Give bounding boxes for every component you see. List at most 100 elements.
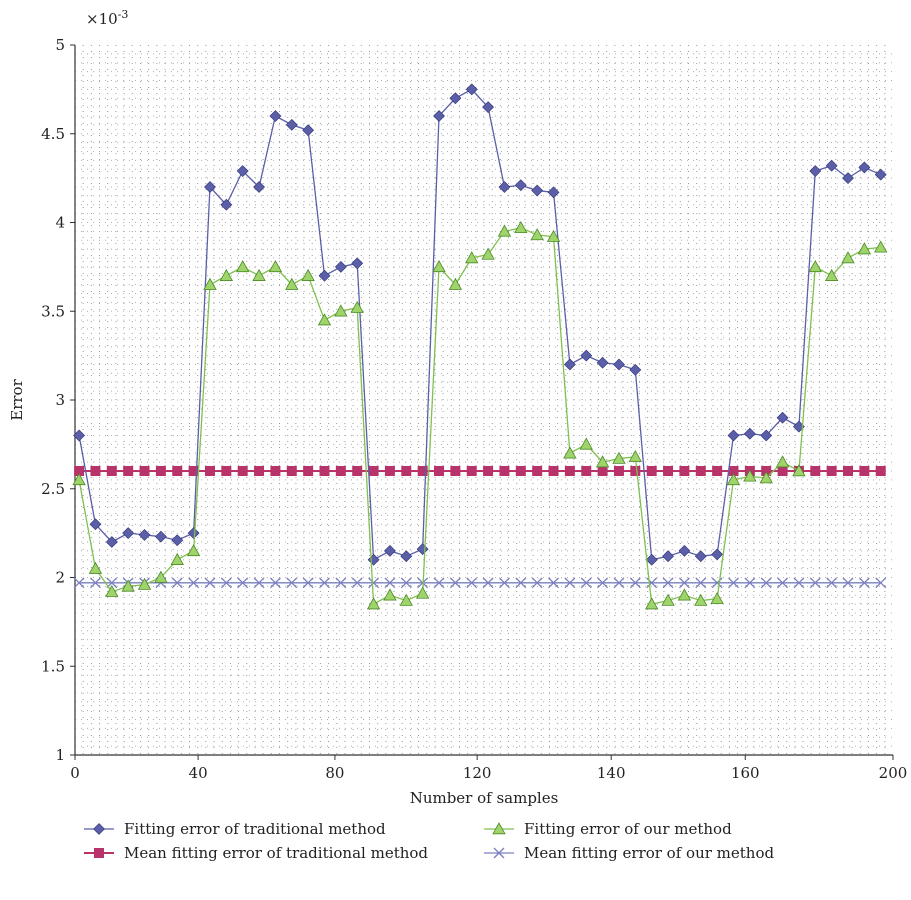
grid bbox=[75, 45, 893, 755]
x-mark-stroke bbox=[253, 577, 265, 589]
data-point bbox=[663, 466, 674, 476]
data-point bbox=[515, 466, 526, 476]
series-1 bbox=[72, 221, 888, 610]
data-point bbox=[433, 577, 445, 589]
data-point bbox=[792, 464, 806, 477]
data-point bbox=[286, 466, 297, 476]
data-point bbox=[645, 597, 659, 610]
data-point bbox=[761, 466, 772, 476]
data-point bbox=[645, 553, 658, 566]
data-point bbox=[548, 577, 559, 589]
data-point bbox=[483, 466, 494, 476]
data-point bbox=[532, 466, 543, 476]
data-point bbox=[678, 577, 690, 589]
data-point bbox=[317, 313, 332, 326]
data-point bbox=[662, 550, 674, 563]
data-point bbox=[154, 530, 167, 543]
data-point bbox=[661, 593, 675, 606]
data-point bbox=[106, 466, 117, 476]
y-axis-title: Error bbox=[8, 378, 26, 420]
x-mark-stroke bbox=[531, 577, 543, 589]
data-point bbox=[302, 577, 314, 589]
legend-swatch-marker bbox=[493, 847, 505, 859]
data-point bbox=[531, 577, 543, 589]
data-point bbox=[530, 228, 544, 241]
data-point bbox=[630, 466, 641, 476]
data-point bbox=[597, 577, 609, 589]
data-point bbox=[384, 466, 395, 476]
data-point bbox=[383, 588, 397, 601]
x-axis-title: Number of samples bbox=[410, 789, 559, 807]
data-point bbox=[808, 260, 822, 273]
data-point bbox=[726, 473, 741, 486]
x-mark-stroke bbox=[744, 577, 756, 589]
x-mark-stroke bbox=[564, 577, 576, 589]
data-point bbox=[334, 304, 348, 317]
data-point bbox=[546, 229, 561, 242]
legend-item: Mean fitting error of our method bbox=[484, 844, 774, 862]
legend-label: Fitting error of traditional method bbox=[124, 820, 386, 838]
data-point bbox=[629, 577, 641, 589]
x-mark-stroke bbox=[269, 577, 281, 589]
x-tick-label: 40 bbox=[189, 764, 208, 782]
y-tick-label: 3.5 bbox=[41, 302, 65, 320]
x-mark-stroke bbox=[89, 577, 101, 589]
data-point bbox=[712, 466, 723, 476]
data-point bbox=[531, 184, 544, 197]
data-point bbox=[776, 411, 789, 424]
data-point bbox=[514, 179, 527, 192]
data-point bbox=[172, 466, 183, 476]
x-tick-label: 140 bbox=[597, 764, 626, 782]
series-line bbox=[78, 88, 881, 561]
data-point bbox=[826, 466, 837, 476]
data-point bbox=[88, 561, 103, 574]
x-tick-label: 120 bbox=[463, 764, 492, 782]
legend-label: Fitting error of our method bbox=[524, 820, 732, 838]
data-point bbox=[547, 186, 560, 199]
data-point bbox=[285, 277, 299, 290]
data-point bbox=[415, 586, 430, 599]
data-point bbox=[581, 466, 592, 476]
data-point bbox=[580, 577, 592, 589]
data-point bbox=[252, 268, 266, 281]
x-mark-stroke bbox=[793, 577, 805, 589]
data-point bbox=[170, 552, 184, 565]
data-point bbox=[138, 528, 151, 541]
data-point bbox=[777, 577, 789, 589]
x-mark-stroke bbox=[482, 577, 494, 589]
data-point bbox=[775, 455, 790, 468]
data-point bbox=[466, 466, 477, 476]
x-mark-stroke bbox=[204, 577, 216, 589]
data-point bbox=[384, 544, 396, 557]
data-point bbox=[465, 251, 479, 264]
data-point bbox=[612, 451, 626, 464]
data-point bbox=[679, 466, 690, 476]
data-point bbox=[613, 466, 624, 476]
data-point bbox=[236, 165, 249, 177]
x-mark-stroke bbox=[302, 577, 314, 589]
x-mark-stroke bbox=[826, 577, 838, 589]
x-mark-stroke bbox=[629, 577, 641, 589]
x-mark-stroke bbox=[188, 577, 200, 589]
data-point bbox=[628, 449, 643, 463]
data-point bbox=[809, 165, 822, 177]
data-point bbox=[728, 577, 739, 589]
data-point bbox=[843, 466, 854, 476]
data-point bbox=[613, 358, 625, 371]
data-point bbox=[662, 577, 674, 589]
data-point bbox=[253, 181, 265, 193]
data-point bbox=[857, 242, 872, 255]
y-tick-label: 1.5 bbox=[41, 657, 65, 675]
data-point bbox=[564, 577, 576, 589]
data-point bbox=[466, 577, 478, 589]
x-mark-stroke bbox=[515, 577, 527, 589]
legend-item: Mean fitting error of traditional method bbox=[84, 844, 428, 862]
data-point bbox=[548, 466, 559, 476]
x-mark-stroke bbox=[548, 577, 559, 589]
data-point bbox=[237, 577, 249, 589]
y-tick-label: 5 bbox=[55, 36, 65, 54]
data-point bbox=[596, 356, 609, 369]
data-point bbox=[286, 577, 298, 589]
y-tick-label: 2.5 bbox=[41, 480, 65, 498]
